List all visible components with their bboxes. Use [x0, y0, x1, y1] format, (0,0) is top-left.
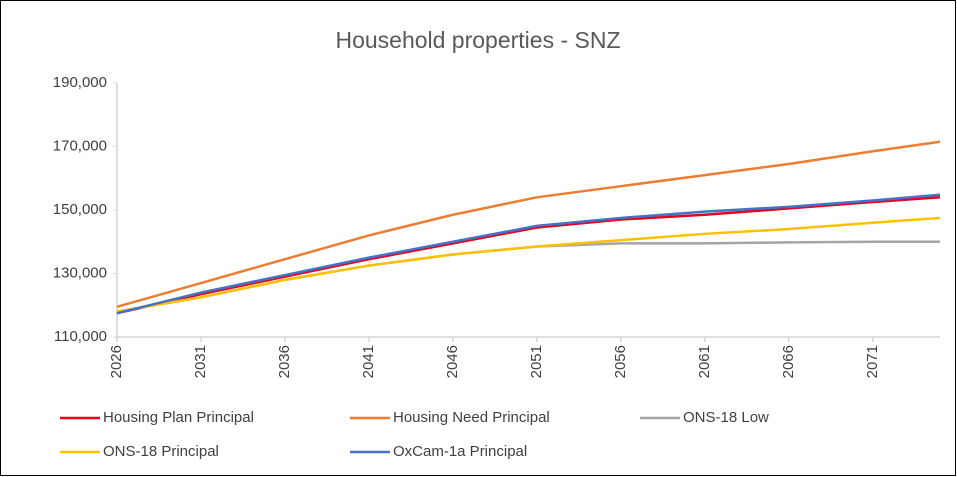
legend-label: Housing Plan Principal: [103, 409, 254, 426]
series-line: [116, 196, 941, 315]
legend-label: ONS-18 Principal: [103, 443, 219, 460]
y-tick-label: 170,000: [53, 137, 107, 154]
series-line: [116, 193, 941, 315]
x-tick-label: 2056: [612, 345, 629, 378]
series-line: [116, 140, 941, 309]
legend-label: OxCam-1a Principal: [393, 443, 527, 460]
x-tick-label: 2036: [276, 345, 293, 378]
y-tick-label: 190,000: [53, 74, 107, 91]
y-tick-label: 150,000: [53, 201, 107, 218]
x-tick-label: 2046: [444, 345, 461, 378]
x-tick-label: 2026: [108, 345, 125, 378]
x-tick-label: 2051: [528, 345, 545, 378]
legend-label: ONS-18 Low: [683, 409, 769, 426]
x-tick-label: 2041: [360, 345, 377, 378]
legend-label: Housing Need Principal: [393, 409, 550, 426]
x-tick-label: 2071: [864, 345, 881, 378]
y-tick-label: 110,000: [54, 328, 107, 345]
y-tick-label: 130,000: [53, 264, 107, 281]
x-tick-label: 2061: [696, 345, 713, 378]
x-tick-label: 2031: [192, 345, 209, 378]
x-tick-label: 2066: [780, 345, 797, 378]
chart-title: Household properties - SNZ: [335, 27, 620, 53]
series-line: [116, 216, 941, 313]
